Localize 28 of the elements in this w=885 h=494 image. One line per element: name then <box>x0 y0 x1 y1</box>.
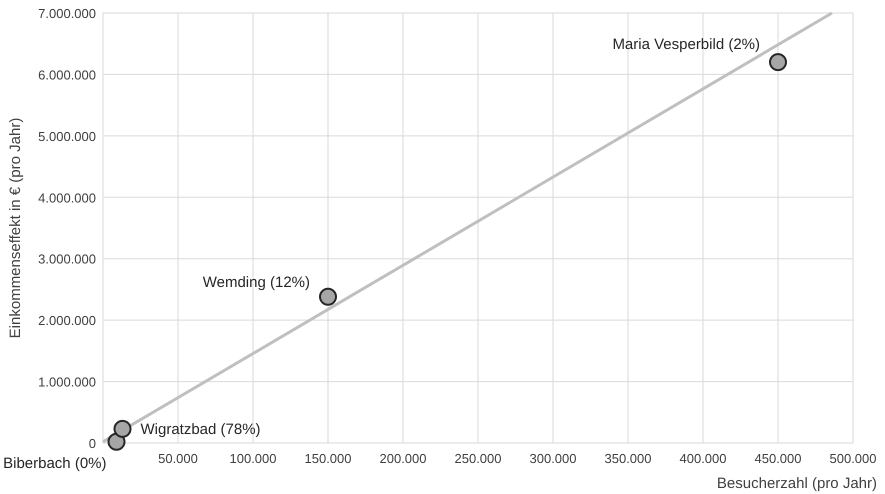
y-tick-label: 3.000.000 <box>38 252 96 267</box>
x-tick-label: 350.000 <box>604 451 652 466</box>
y-tick-label: 5.000.000 <box>38 128 96 144</box>
annotation: Wigratzbad (78%) <box>140 420 261 438</box>
annotation: Wemding (12%) <box>202 274 310 291</box>
y-tick-label: 7.000.000 <box>38 6 96 21</box>
annotation: Maria Vesperbild (2%) <box>612 36 760 54</box>
point <box>108 432 126 451</box>
point <box>114 420 132 438</box>
x-tick-label: 450.000 <box>754 451 802 466</box>
x-tick-label: 250.000 <box>454 451 502 466</box>
y-tick-label: 1.000.000 <box>38 374 96 390</box>
x-axis-title: Besucherzahl (pro Jahr) <box>716 475 877 492</box>
x-tick-label: 50.000 <box>158 451 198 466</box>
point <box>769 53 787 72</box>
y-tick-label: 2.000.000 <box>38 313 96 328</box>
x-tick-label: 500.000 <box>830 451 876 466</box>
y-tick-label: 6.000.000 <box>38 67 96 82</box>
point <box>319 288 337 306</box>
x-tick-label: 400.000 <box>680 451 726 466</box>
annotation: Biberbach (0%) <box>3 454 106 472</box>
y-axis-title: Einkommenseffekt in € (pro Jahr) <box>7 118 24 338</box>
x-tick-label: 300.000 <box>530 451 576 466</box>
x-tick-label: 200.000 <box>380 451 426 466</box>
y-tick-label: 4.000.000 <box>38 190 96 206</box>
y-tick-label: 0 <box>88 436 96 451</box>
x-tick-label: 100.000 <box>230 451 276 466</box>
x-tick-label: 150.000 <box>304 451 352 466</box>
